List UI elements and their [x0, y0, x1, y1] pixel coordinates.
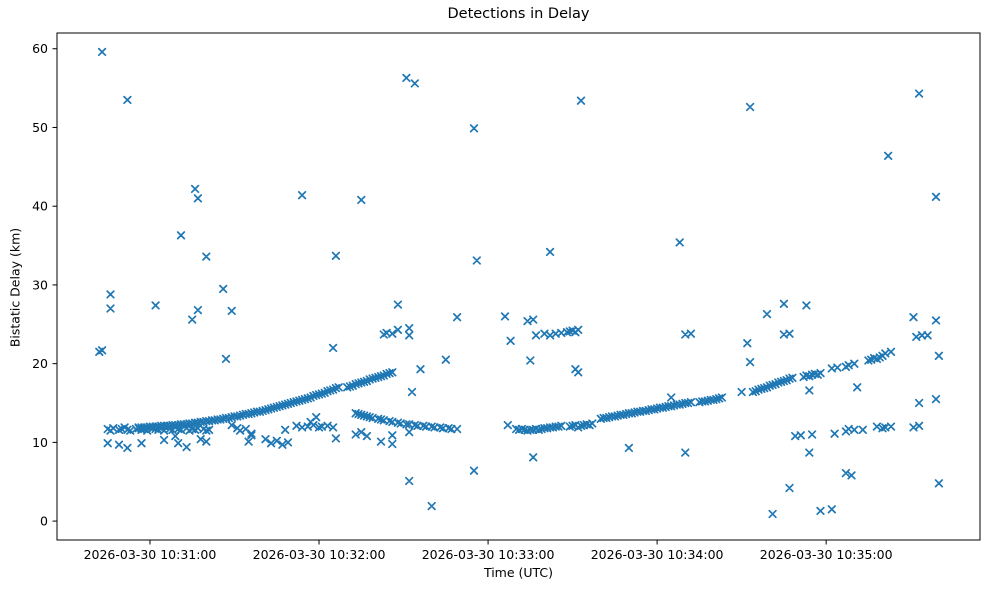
x-tick-label-3: 2026-03-30 10:34:00 — [591, 547, 724, 562]
axes-spines — [56, 32, 981, 541]
x-tick-label-0: 2026-03-30 10:31:00 — [84, 547, 217, 562]
x-tick-label-2: 2026-03-30 10:33:00 — [422, 547, 555, 562]
x-axis-label: Time (UTC) — [483, 565, 554, 580]
y-tick-label-2: 20 — [32, 356, 48, 371]
y-tick-label-0: 0 — [40, 514, 48, 529]
plot-title: Detections in Delay — [447, 6, 590, 22]
y-tick-label-6: 60 — [32, 41, 48, 56]
y-tick-label-4: 40 — [32, 199, 48, 214]
y-axis-label: Bistatic Delay (km) — [7, 227, 23, 348]
x-tick-label-1: 2026-03-30 10:32:00 — [253, 547, 386, 562]
scatter-points — [95, 47, 944, 519]
x-tick-label-4: 2026-03-30 10:35:00 — [760, 547, 893, 562]
y-tick-label-5: 50 — [32, 120, 48, 135]
y-tick-label-1: 10 — [32, 435, 48, 450]
y-tick-label-3: 30 — [32, 277, 48, 292]
